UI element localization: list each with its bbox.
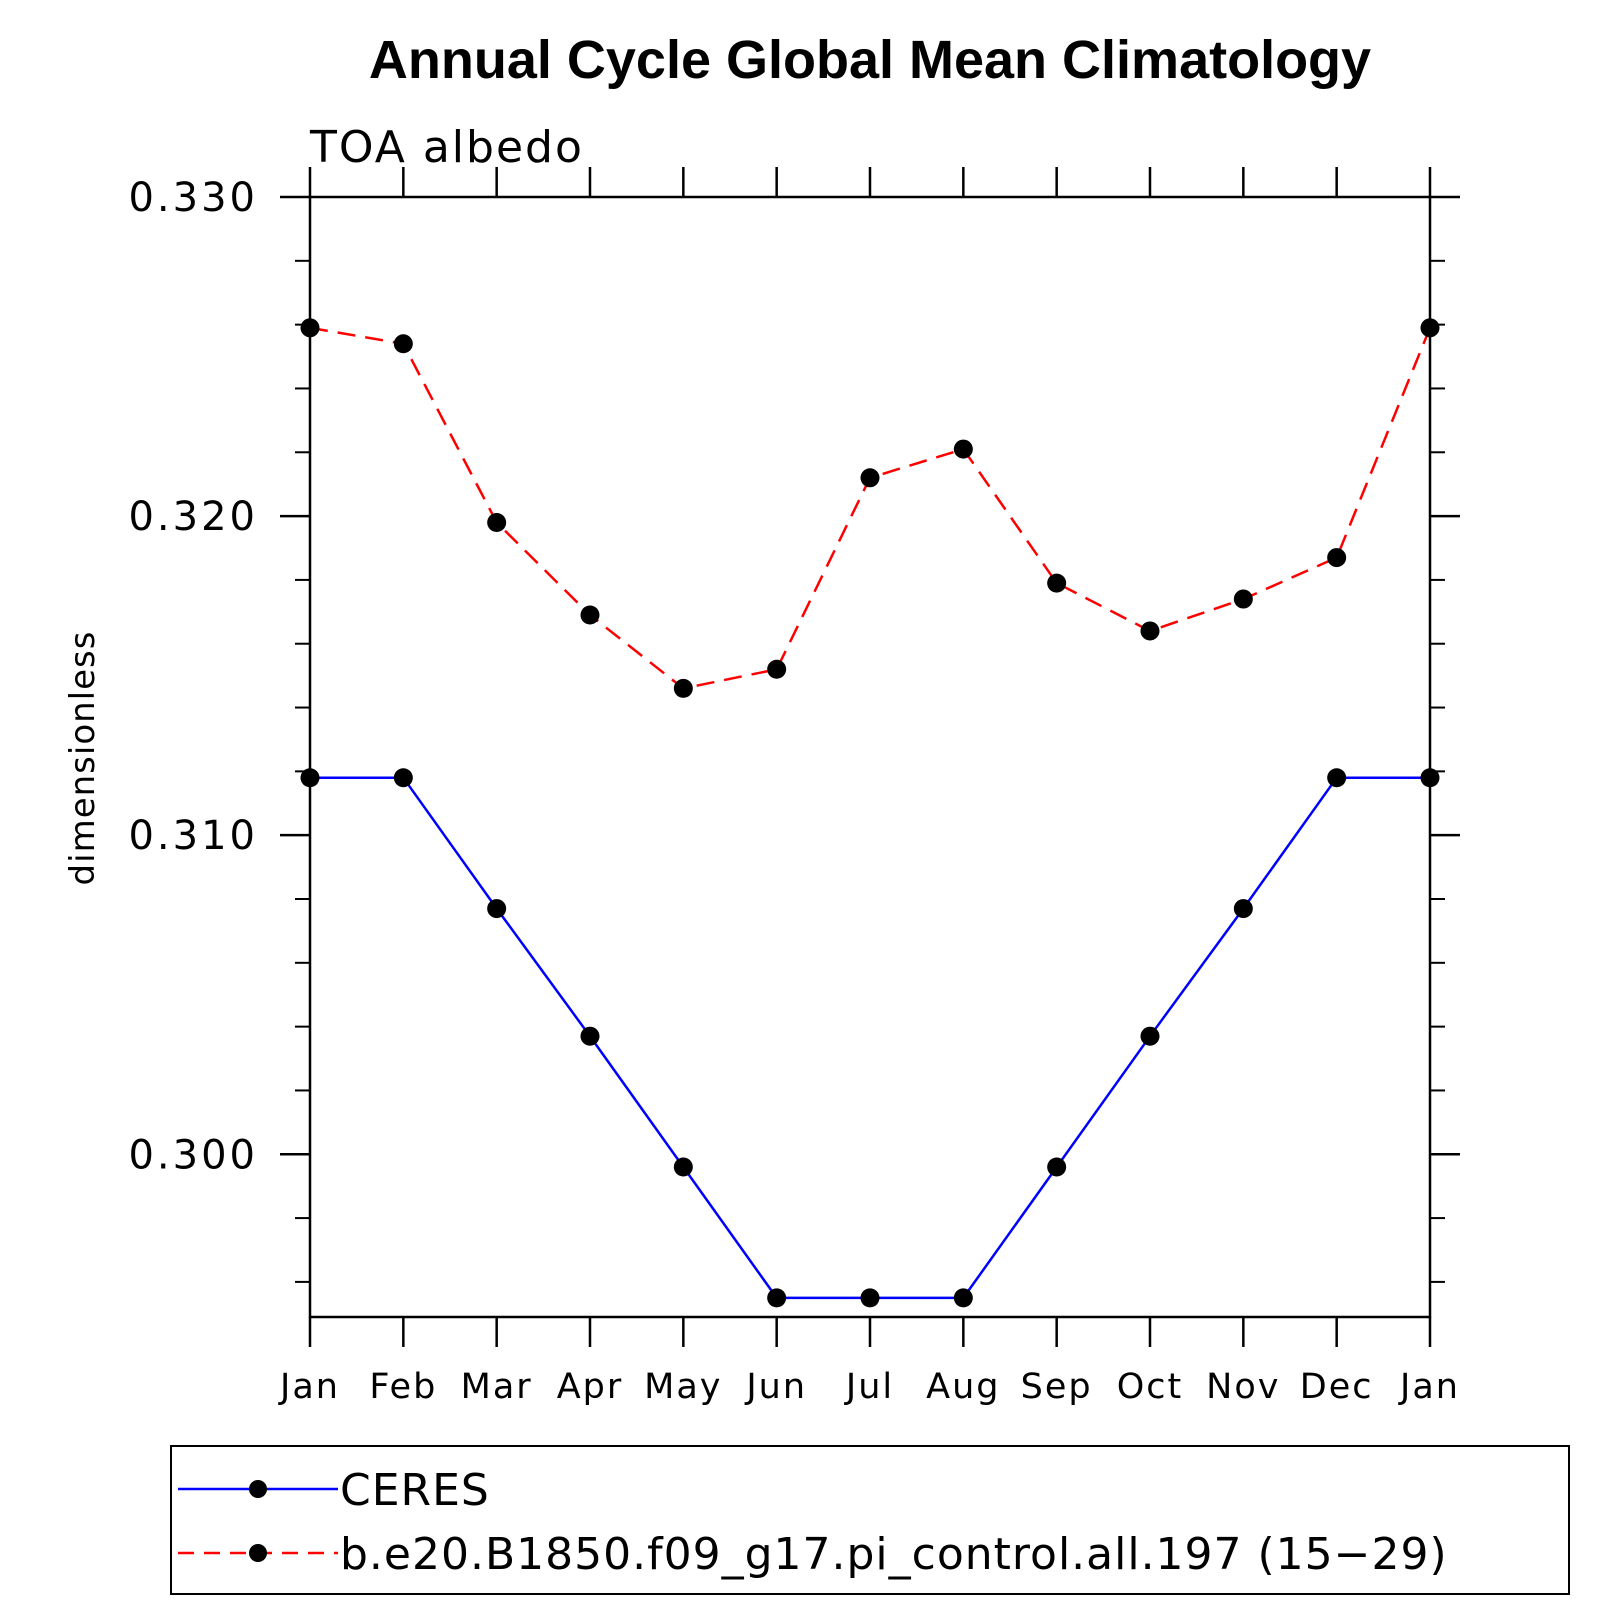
- series-1-point: [1327, 548, 1347, 568]
- series-layer: [300, 318, 1440, 1308]
- series-line-1: [309, 326, 1432, 690]
- series-1-point: [1140, 621, 1160, 641]
- y-tick-label: 0.330: [128, 175, 258, 221]
- series-0-point: [393, 768, 413, 788]
- legend-label-ceres: CERES: [340, 1465, 490, 1516]
- x-tick-label: Jan: [278, 1367, 340, 1407]
- series-0-point: [673, 1157, 693, 1177]
- legend-marker-ceres: [249, 1480, 267, 1498]
- series-1-point: [767, 659, 787, 679]
- x-tick-label: May: [644, 1367, 722, 1407]
- x-tick-label: Dec: [1300, 1367, 1374, 1407]
- y-tick-label: 0.320: [128, 494, 258, 540]
- x-tick-label: Sep: [1021, 1367, 1093, 1407]
- legend-label-model: b.e20.B1850.f09_g17.pi_control.all.197 (…: [340, 1529, 1448, 1580]
- x-tick-label: Jan: [1398, 1367, 1460, 1407]
- y-tick-label: 0.300: [128, 1132, 258, 1178]
- legend-box: [170, 1445, 1570, 1595]
- series-0-point: [580, 1026, 600, 1046]
- tick-labels-layer: 0.300 0.310 0.320 0.330 Jan Feb Mar Apr May Jun Ju…: [128, 175, 1460, 1407]
- x-tick-label: Oct: [1117, 1367, 1184, 1407]
- series-0-point: [860, 1288, 880, 1308]
- series-0-point: [1327, 768, 1347, 788]
- x-tick-label: Jul: [844, 1367, 894, 1407]
- series-1-point: [487, 512, 507, 532]
- x-tick-label: Nov: [1206, 1367, 1280, 1407]
- series-0-point: [1233, 899, 1253, 919]
- x-tick-label: Mar: [461, 1367, 533, 1407]
- series-1-point: [393, 334, 413, 354]
- series-0-point: [487, 899, 507, 919]
- chart-title: Annual Cycle Global Mean Climatology: [369, 30, 1371, 90]
- series-0-point: [953, 1288, 973, 1308]
- x-tick-label: Aug: [926, 1367, 1000, 1407]
- series-1-point: [860, 468, 880, 488]
- legend: CERES b.e20.B1850.f09_g17.pi_control.all…: [170, 1445, 1570, 1595]
- series-0-point: [767, 1288, 787, 1308]
- series-1-point: [673, 678, 693, 698]
- y-axis-label: dimensionless: [63, 631, 103, 886]
- chart-subtitle: TOA albedo: [309, 122, 584, 173]
- x-tick-label: Feb: [369, 1367, 437, 1407]
- ticks-layer: [280, 167, 1460, 1347]
- series-0-point: [1047, 1157, 1067, 1177]
- x-tick-label: Jun: [744, 1367, 807, 1407]
- y-tick-label: 0.310: [128, 813, 258, 859]
- series-1-point: [580, 605, 600, 625]
- series-0-point: [1140, 1026, 1160, 1046]
- series-line-0: [310, 776, 1430, 1300]
- plot-frame: [308, 195, 1432, 1319]
- series-1-point: [1047, 573, 1067, 593]
- series-1-point: [1233, 589, 1253, 609]
- x-tick-label: Apr: [557, 1367, 624, 1407]
- series-1-point: [953, 439, 973, 459]
- legend-marker-model: [249, 1544, 267, 1562]
